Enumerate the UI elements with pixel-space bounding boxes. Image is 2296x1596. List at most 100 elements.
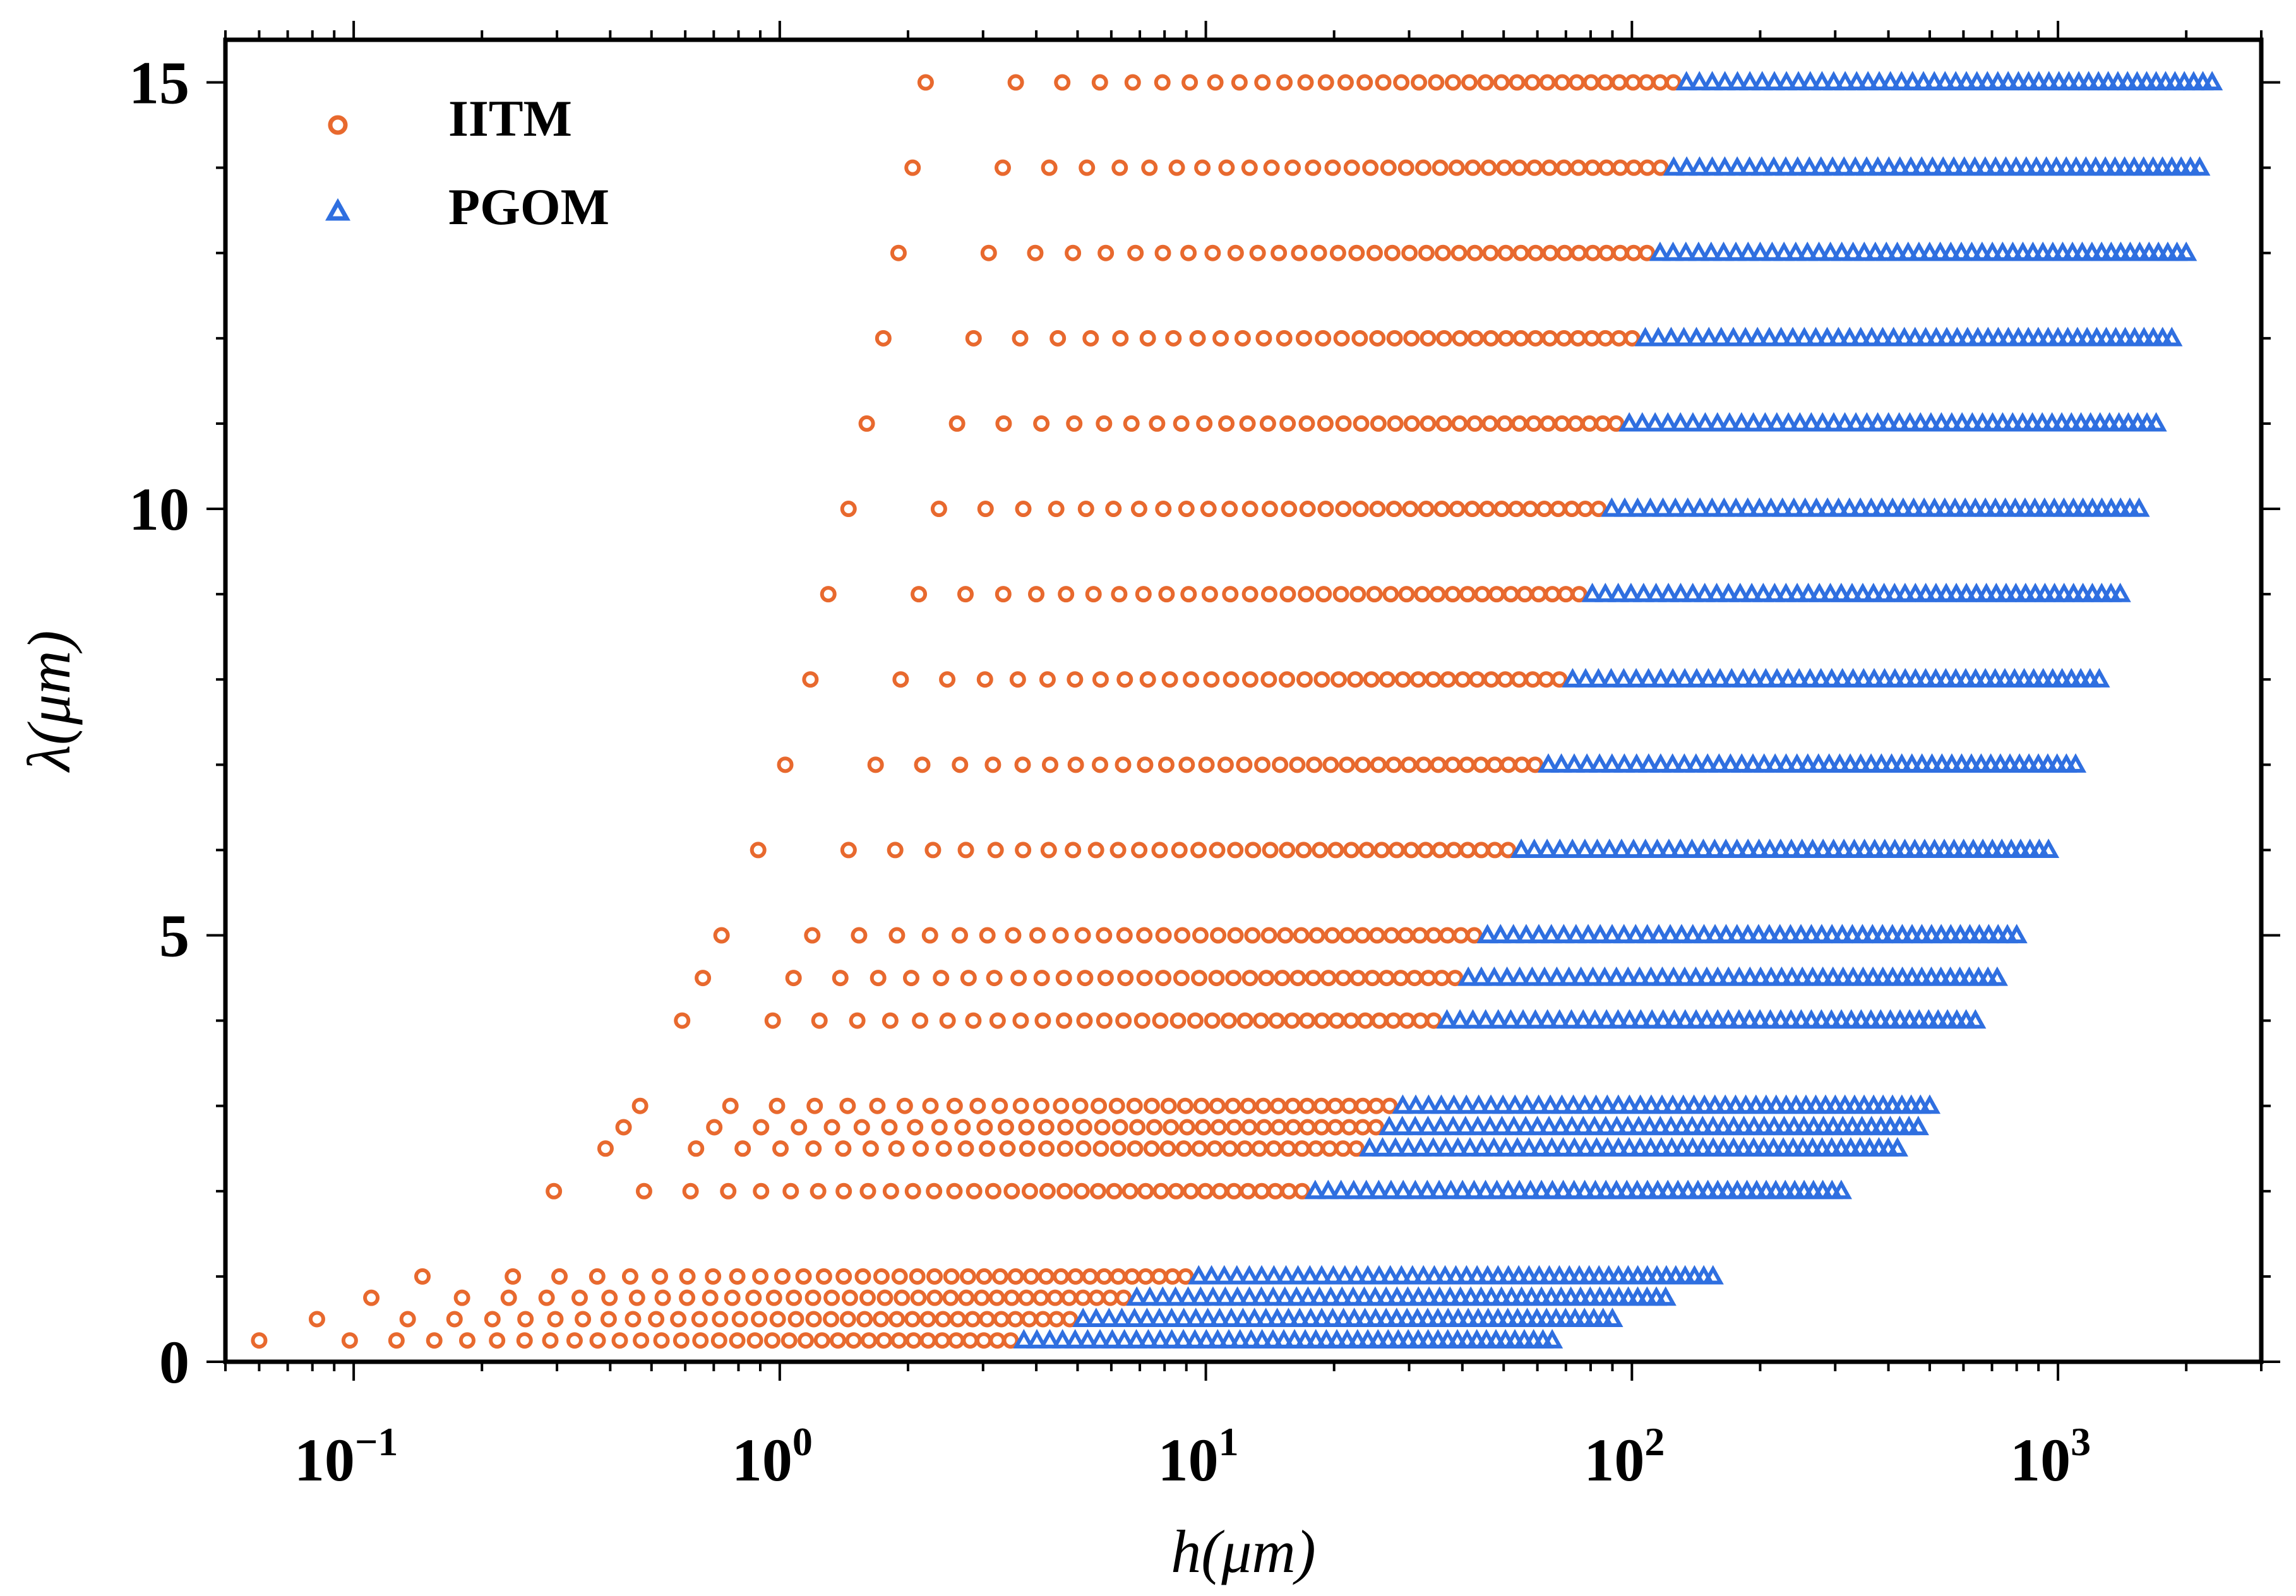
iitm-point [1097,244,1115,261]
iitm-point [1240,1097,1257,1114]
iitm-point [986,970,1003,987]
pgom-point [1605,966,1627,986]
iitm-point [1171,842,1188,859]
iitm-point [1028,586,1045,603]
iitm-point [1432,159,1449,176]
iitm-point [1496,159,1513,176]
pgom-point [1558,966,1580,986]
pgom-point [1899,156,1922,176]
iitm-point [1034,1311,1051,1328]
iitm-point [1123,415,1140,432]
pgom-point [1783,1116,1805,1136]
iitm-point [946,1182,963,1200]
iitm-point [804,1289,822,1306]
pgom-point [1480,1286,1502,1306]
pgom-point [1871,497,1893,517]
iitm-point [976,1268,993,1285]
iitm-point [1295,330,1312,347]
plot-frame [223,37,2264,1364]
pgom-point [1540,1094,1562,1114]
iitm-point [989,1332,1006,1349]
pgom-point [1800,412,1822,432]
pgom-point [1190,1286,1212,1306]
pgom-point [1622,838,1645,859]
iitm-point [1048,1311,1065,1328]
iitm-point [993,1311,1010,1328]
pgom-point [1356,1329,1379,1349]
pgom-point [1805,1094,1827,1114]
iitm-point [1527,756,1544,773]
iitm-point [1195,1119,1212,1136]
pgom-point [2011,412,2034,432]
pgom-point [1773,1116,1795,1136]
y-tick-label: 10 [129,475,189,543]
iitm-point [765,1289,782,1306]
pgom-point [1709,668,1731,688]
pgom-point [1250,1265,1273,1285]
iitm-point [1236,1140,1253,1157]
iitm-point [1015,842,1032,859]
pgom-point [1997,71,2019,91]
pgom-point [1714,156,1736,176]
pgom-point [1407,1329,1430,1349]
iitm-point [1401,244,1418,261]
pgom-point [1647,924,1670,944]
iitm-point [1005,927,1022,944]
iitm-point [1085,586,1102,603]
pgom-point [1975,497,1997,517]
pgom-point [1845,412,1867,432]
iitm-point [1313,1097,1330,1114]
pgom-point [1195,1329,1217,1349]
pgom-point [1629,966,1651,986]
x-tick-label: 100 [732,1419,813,1494]
pgom-point [1503,1116,1525,1136]
pgom-point [1992,241,2014,261]
pgom-point [1775,582,1797,602]
iitm-point [1002,1332,1019,1349]
pgom-point [1950,241,1973,261]
iitm-point [1010,970,1027,987]
iitm-point [1341,1097,1358,1114]
iitm-point [782,1182,799,1200]
pgom-point [2189,156,2211,176]
iitm-point [774,1268,791,1285]
iitm-point [1108,1097,1125,1114]
iitm-point [631,1097,649,1114]
pgom-point [1692,1116,1714,1136]
iitm-point [1075,1289,1092,1306]
pgom-point [1842,241,1864,261]
iitm-point [1449,501,1466,518]
pgom-point [1912,71,1935,91]
pgom-point [1728,1009,1750,1029]
pgom-point [1694,1094,1716,1114]
pgom-point [2037,326,2059,347]
iitm-point [1096,415,1113,432]
iitm-point [894,1289,911,1306]
pgom-point [1833,838,1855,859]
pgom-point [1645,582,1667,602]
iitm-point [1260,671,1277,688]
iitm-point [935,1140,952,1157]
pgom-point [1904,326,1926,347]
iitm-point [1255,1097,1272,1114]
pgom-point [1673,966,1696,986]
iitm-point [1033,415,1050,432]
iitm-point [1092,1140,1109,1157]
pgom-point [1618,1094,1641,1114]
iitm-point [1639,244,1656,261]
iitm-point [1055,970,1072,987]
pgom-point [1831,241,1853,261]
pgom-point [1886,1137,1908,1157]
iitm-point [1294,1182,1311,1200]
iitm-point [1249,244,1266,261]
pgom-point [2075,156,2097,176]
pgom-point [1572,1116,1594,1136]
iitm-point [691,1311,708,1328]
iitm-point [1212,330,1229,347]
pgom-point [1925,326,1947,347]
iitm-point [654,1289,671,1306]
iitm-point [1075,1140,1092,1157]
pgom-point [1923,838,1946,859]
pgom-point [1342,1286,1365,1306]
pgom-point [1457,1307,1480,1328]
